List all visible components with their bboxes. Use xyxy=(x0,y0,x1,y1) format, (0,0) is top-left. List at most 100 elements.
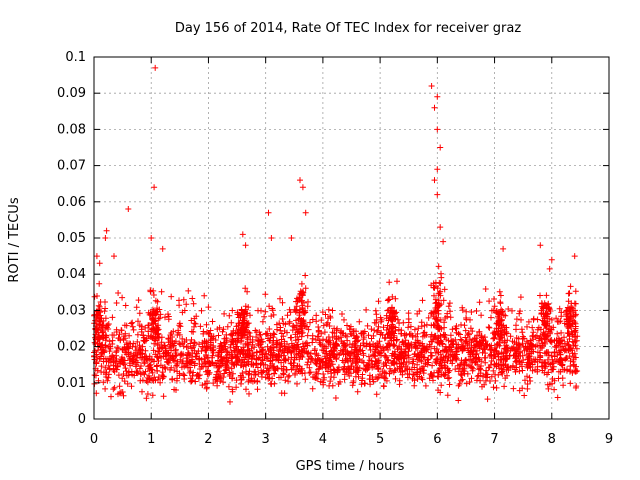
data-point xyxy=(418,319,425,326)
data-point xyxy=(227,344,234,351)
data-point xyxy=(405,316,412,322)
data-point xyxy=(373,344,380,351)
data-point xyxy=(295,336,302,343)
data-point xyxy=(497,292,504,299)
data-point xyxy=(432,296,439,303)
data-point xyxy=(376,350,383,357)
data-point xyxy=(155,322,162,329)
data-point xyxy=(551,386,558,393)
data-point xyxy=(458,321,464,328)
data-point xyxy=(502,312,509,319)
data-point xyxy=(482,286,489,292)
data-point xyxy=(287,309,294,316)
data-point xyxy=(320,371,327,377)
data-point xyxy=(463,337,470,344)
data-point xyxy=(234,311,241,318)
data-point xyxy=(102,235,109,241)
data-point xyxy=(224,349,231,356)
data-point xyxy=(501,383,508,390)
data-point xyxy=(558,329,565,336)
data-point xyxy=(267,358,274,365)
data-point xyxy=(156,353,163,360)
data-point xyxy=(504,364,511,371)
data-point xyxy=(514,344,521,351)
data-point xyxy=(419,351,426,358)
data-point xyxy=(363,343,370,350)
data-point xyxy=(233,384,240,391)
data-point xyxy=(427,333,434,340)
data-point xyxy=(526,374,533,381)
data-point xyxy=(389,315,396,322)
data-point xyxy=(179,360,185,367)
data-point xyxy=(282,377,289,384)
data-point xyxy=(358,330,365,337)
data-point xyxy=(341,365,348,372)
data-point xyxy=(487,346,494,353)
data-point xyxy=(198,307,205,314)
data-point xyxy=(146,375,153,382)
data-point xyxy=(266,375,273,381)
data-point xyxy=(435,373,442,380)
data-point xyxy=(428,83,435,89)
data-point xyxy=(477,377,484,384)
data-point xyxy=(110,358,117,365)
data-point xyxy=(96,260,103,267)
data-point xyxy=(157,379,164,386)
data-point xyxy=(304,332,311,339)
data-point xyxy=(366,341,373,348)
data-point xyxy=(92,317,99,324)
data-point xyxy=(465,347,472,354)
data-point xyxy=(100,318,107,324)
data-point xyxy=(411,326,418,333)
data-point xyxy=(368,357,375,364)
y-axis-label: ROTI / TECUs xyxy=(7,197,22,282)
data-point xyxy=(331,325,338,332)
data-point xyxy=(336,352,343,358)
data-point xyxy=(123,346,130,353)
data-point xyxy=(269,305,276,312)
data-point xyxy=(555,359,561,365)
data-point xyxy=(190,369,197,376)
data-point xyxy=(133,347,140,354)
data-point xyxy=(234,349,240,356)
data-point xyxy=(201,338,208,344)
data-point xyxy=(246,370,253,377)
data-point xyxy=(159,369,166,376)
data-point xyxy=(218,342,225,349)
data-point xyxy=(293,341,300,348)
x-tick-label: 0 xyxy=(90,432,98,447)
data-point xyxy=(238,348,245,354)
data-point xyxy=(151,340,158,347)
data-point xyxy=(411,364,418,371)
data-point xyxy=(381,353,388,359)
data-point xyxy=(189,295,196,302)
data-point xyxy=(165,316,172,323)
data-point xyxy=(281,338,288,345)
y-tick-label: 0.03 xyxy=(57,303,86,318)
data-point xyxy=(373,311,380,318)
data-point xyxy=(254,364,261,371)
data-point xyxy=(526,353,533,360)
data-point xyxy=(546,361,552,368)
data-point xyxy=(359,371,366,378)
data-point xyxy=(414,310,421,317)
data-point xyxy=(202,381,209,387)
data-point xyxy=(485,324,492,331)
data-point xyxy=(138,354,145,361)
data-point xyxy=(402,353,409,360)
data-point xyxy=(477,370,484,377)
data-point xyxy=(372,307,379,314)
data-point xyxy=(221,370,228,377)
data-point xyxy=(563,316,570,323)
data-point xyxy=(138,328,145,335)
data-point xyxy=(326,323,333,329)
data-point xyxy=(421,329,428,336)
data-point xyxy=(173,363,179,369)
data-point xyxy=(173,377,180,384)
data-point xyxy=(200,330,207,337)
data-point xyxy=(362,366,369,373)
data-point xyxy=(446,381,453,388)
data-point xyxy=(134,350,141,357)
data-point xyxy=(261,313,268,320)
data-point xyxy=(252,368,259,375)
